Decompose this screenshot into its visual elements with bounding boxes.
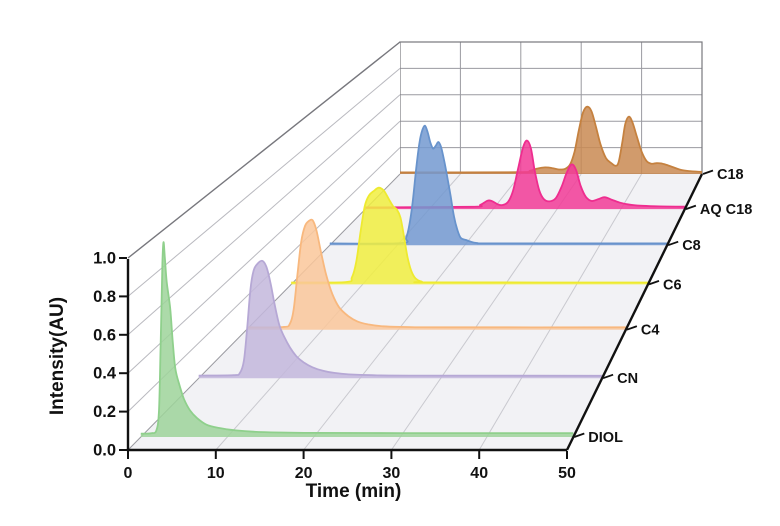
series-area — [365, 140, 685, 210]
y-tick-label: 0.2 — [93, 403, 116, 421]
x-tick-label: 0 — [124, 465, 133, 482]
series-label: CN — [617, 371, 638, 387]
back-wall — [399, 41, 703, 175]
series-curve — [140, 241, 574, 435]
z-tick — [702, 169, 714, 175]
series-curve — [329, 124, 668, 245]
series-aq-c18 — [365, 139, 685, 210]
series-area — [246, 219, 626, 330]
series-area — [291, 187, 648, 285]
z-tick — [685, 204, 697, 210]
series-diol — [140, 241, 574, 437]
series-label: C4 — [641, 323, 660, 339]
y-tick-label: 0.8 — [93, 288, 116, 306]
series-curve — [198, 259, 603, 377]
leftwall-grid-line — [127, 68, 401, 297]
axes: 0 10 20 30 40 50 0.0 0.2 0.4 0.6 0.8 1.0 DIOL CN C4 C6 C… — [47, 167, 752, 502]
leftwall-grid-line — [127, 94, 401, 336]
series-area — [400, 106, 702, 174]
series-area — [329, 125, 668, 246]
x-tick-label: 10 — [207, 465, 225, 482]
y-tick-label: 0.4 — [93, 365, 117, 383]
y-axis-title: Intensity(AU) — [47, 297, 68, 415]
series-curve — [365, 139, 685, 209]
x-axis-title: Time (min) — [306, 481, 402, 502]
series-curve — [246, 218, 626, 329]
x-tick-label: 50 — [558, 465, 576, 482]
z-tick — [626, 325, 638, 331]
series-label: DIOL — [588, 430, 623, 446]
series-label: C8 — [682, 238, 701, 254]
floor-grid-line — [390, 173, 582, 451]
z-tick — [602, 373, 614, 380]
x-tick-label: 30 — [383, 465, 401, 482]
y-tick-label: 0.6 — [93, 326, 116, 344]
floor-grid-line — [478, 173, 643, 451]
series-group — [140, 105, 703, 437]
series-label: C18 — [717, 167, 744, 183]
z-axis — [565, 173, 704, 451]
series-label: AQ C18 — [700, 202, 752, 218]
series-area — [140, 242, 574, 437]
y-tick-label: 0.0 — [93, 442, 116, 460]
z-tick — [667, 240, 679, 247]
series-c8 — [329, 124, 668, 246]
y-tick-label: 1.0 — [93, 250, 116, 268]
leftwall-top-edge — [127, 41, 401, 259]
series-curve — [291, 186, 649, 284]
series-cn — [198, 259, 603, 379]
x-tick-label: 20 — [295, 465, 313, 482]
leftwall-grid-line — [127, 120, 401, 374]
series-c4 — [246, 218, 626, 330]
series-c6 — [291, 186, 649, 285]
series-label: C6 — [663, 277, 682, 293]
z-tick — [574, 432, 585, 438]
series-curve — [399, 105, 703, 174]
floor-grid-line — [303, 173, 522, 451]
series-c18 — [399, 105, 703, 174]
z-tick — [648, 280, 660, 286]
x-tick-label: 40 — [470, 465, 488, 482]
left-wall — [127, 41, 401, 450]
